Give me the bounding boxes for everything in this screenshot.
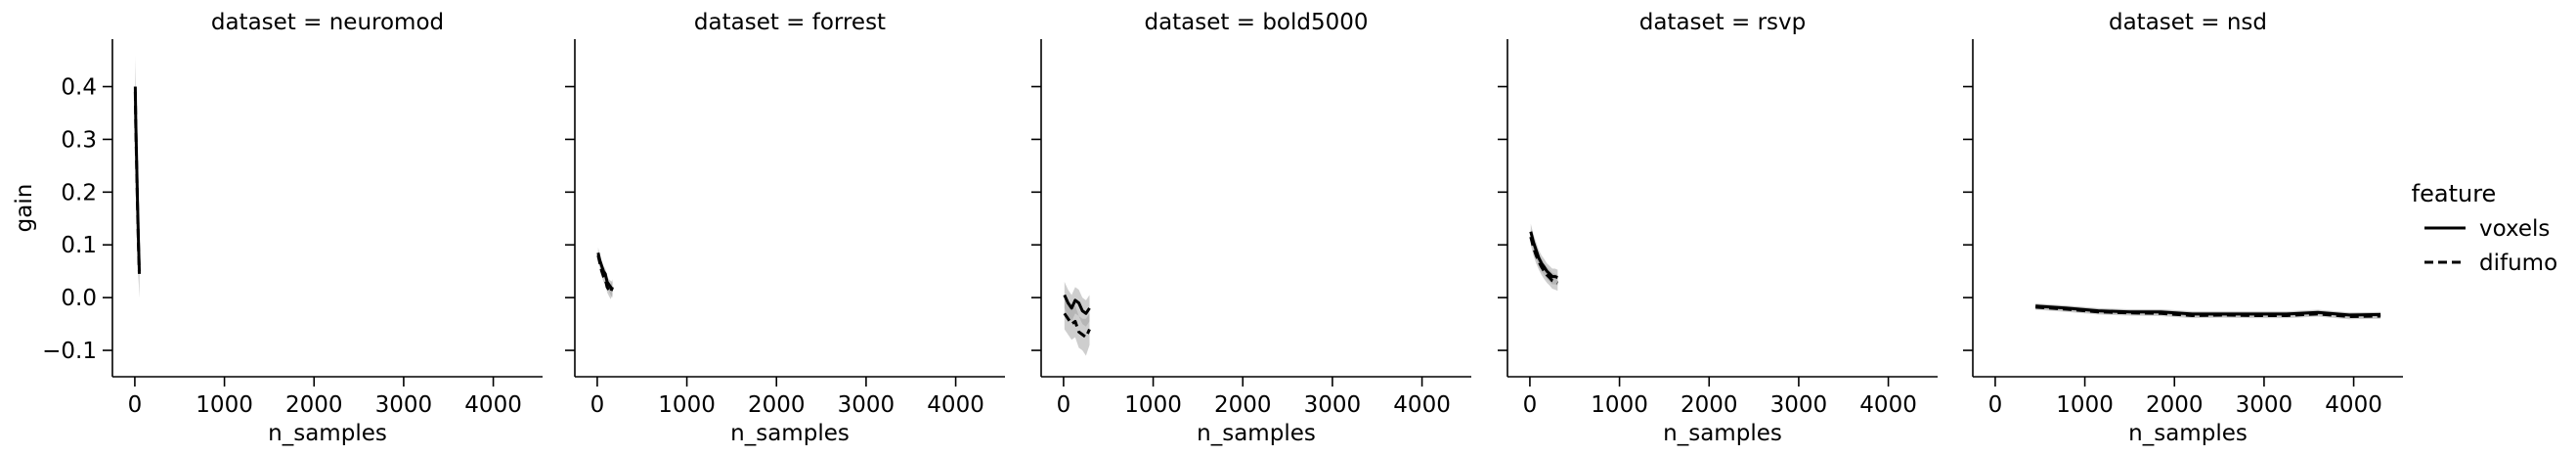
x-tick-label: 0	[590, 392, 605, 418]
series-line-voxels	[1529, 231, 1558, 280]
y-axis-label: gain	[12, 184, 37, 233]
panel-title: dataset = forrest	[694, 10, 886, 35]
x-axis-label: n_samples	[268, 421, 387, 446]
x-tick-label: 0	[1057, 392, 1071, 418]
panel-forrest: dataset = forrest 0 1000 2000 3000 4000 n_samp…	[565, 10, 1005, 446]
x-tick-label: 0	[1988, 392, 2003, 418]
y-tick-label: 0.2	[61, 180, 97, 205]
x-tick-label: 3000	[1770, 392, 1828, 418]
x-tick-label: 4000	[2325, 392, 2382, 418]
series-line-difumo	[1529, 236, 1558, 285]
series-line-voxels	[1063, 294, 1091, 315]
y-tick-label: 0.0	[61, 286, 97, 311]
panel-neuromod: dataset = neuromod −0.1 0.0 0.1 0.2 0.3 0.4 0 10…	[42, 10, 543, 446]
x-tick-label: 3000	[838, 392, 895, 418]
panel-rsvp: dataset = rsvp 0 1000 2000 3000 4000 n_samples	[1498, 10, 1938, 446]
panel-nsd: dataset = nsd 0 1000 2000 3000 4000 n_samples	[1963, 10, 2403, 446]
panel-title: dataset = bold5000	[1144, 10, 1368, 35]
x-tick-label: 1000	[196, 392, 253, 418]
chart-panels: dataset = neuromod −0.1 0.0 0.1 0.2 0.3 0.4 0 10…	[12, 10, 2403, 446]
x-tick-label: 2000	[1681, 392, 1738, 418]
x-tick-label: 0	[1523, 392, 1538, 418]
y-tick-label: 0.4	[61, 75, 97, 101]
legend: feature voxels difumo	[2412, 180, 2557, 276]
x-axis-label: n_samples	[2128, 421, 2248, 446]
x-tick-label: 1000	[658, 392, 716, 418]
x-axis-label: n_samples	[1197, 421, 1316, 446]
x-tick-label: 3000	[1304, 392, 1362, 418]
legend-label-voxels: voxels	[2479, 216, 2550, 242]
x-tick-label: 2000	[285, 392, 343, 418]
x-tick-label: 4000	[464, 392, 522, 418]
x-tick-label: 4000	[927, 392, 984, 418]
x-tick-label: 1000	[1124, 392, 1182, 418]
panel-title: dataset = nsd	[2109, 10, 2267, 35]
x-tick-label: 2000	[1214, 392, 1272, 418]
legend-title: feature	[2412, 180, 2497, 207]
series-line-difumo	[2035, 305, 2381, 319]
x-tick-label: 0	[128, 392, 143, 418]
series-line-difumo	[1063, 312, 1091, 340]
x-axis-label: n_samples	[1663, 421, 1782, 446]
panel-title: dataset = neuromod	[211, 10, 444, 35]
x-tick-label: 1000	[1591, 392, 1648, 418]
legend-label-difumo: difumo	[2479, 251, 2557, 276]
x-axis-label: n_samples	[730, 421, 850, 446]
y-tick-label: 0.1	[61, 233, 97, 258]
x-tick-label: 1000	[2056, 392, 2114, 418]
x-tick-label: 2000	[748, 392, 806, 418]
x-tick-label: 4000	[1393, 392, 1451, 418]
confidence-band-difumo	[1064, 297, 1090, 356]
x-tick-label: 4000	[1859, 392, 1917, 418]
confidence-band-voxels	[1530, 223, 1558, 286]
y-tick-label: 0.3	[61, 127, 97, 153]
panel-title: dataset = rsvp	[1639, 10, 1807, 35]
confidence-band-difumo	[2035, 304, 2381, 320]
x-tick-label: 2000	[2146, 392, 2204, 418]
y-tick-label: −0.1	[42, 339, 97, 364]
series-line-difumo	[133, 91, 141, 274]
panel-bold5000: dataset = bold5000 0 1000 2000 3000 4000 n_sam…	[1031, 10, 1471, 446]
x-tick-label: 3000	[375, 392, 433, 418]
x-tick-label: 3000	[2236, 392, 2293, 418]
